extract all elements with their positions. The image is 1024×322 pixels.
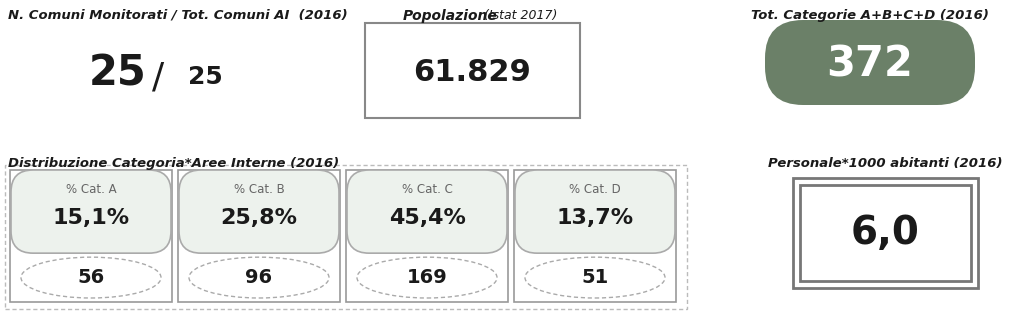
FancyBboxPatch shape [365,23,580,118]
Text: Tot. Categorie A+B+C+D (2016): Tot. Categorie A+B+C+D (2016) [751,9,989,22]
FancyBboxPatch shape [10,170,172,302]
FancyBboxPatch shape [514,170,676,302]
Text: % Cat. A: % Cat. A [66,183,117,196]
FancyBboxPatch shape [515,170,675,253]
Text: 372: 372 [826,43,913,86]
Text: 61.829: 61.829 [414,58,531,87]
Text: 25: 25 [89,52,146,94]
Text: 56: 56 [78,268,104,287]
Text: 13,7%: 13,7% [556,208,634,228]
Text: 169: 169 [407,268,447,287]
FancyBboxPatch shape [793,178,978,288]
Text: N. Comuni Monitorati / Tot. Comuni AI  (2016): N. Comuni Monitorati / Tot. Comuni AI (2… [8,8,348,21]
Text: /: / [152,60,164,94]
FancyBboxPatch shape [347,170,507,253]
Ellipse shape [357,257,497,298]
FancyBboxPatch shape [179,170,339,253]
Text: 25: 25 [188,65,223,89]
Text: 25,8%: 25,8% [220,208,298,228]
FancyBboxPatch shape [765,20,975,105]
Ellipse shape [22,257,161,298]
FancyBboxPatch shape [346,170,508,302]
FancyBboxPatch shape [800,185,971,281]
Ellipse shape [189,257,329,298]
Text: 45,4%: 45,4% [388,208,466,228]
Text: % Cat. B: % Cat. B [233,183,285,196]
FancyBboxPatch shape [5,165,687,309]
Text: Popolazione: Popolazione [403,9,498,23]
Text: Distribuzione Categoria*Aree Interne (2016): Distribuzione Categoria*Aree Interne (20… [8,157,339,170]
Text: % Cat. C: % Cat. C [401,183,453,196]
Text: % Cat. D: % Cat. D [569,183,621,196]
FancyBboxPatch shape [11,170,171,253]
Ellipse shape [525,257,665,298]
Text: 15,1%: 15,1% [52,208,130,228]
Text: (Istat 2017): (Istat 2017) [483,9,557,22]
Text: 96: 96 [246,268,272,287]
Text: 6,0: 6,0 [851,214,920,252]
Text: Personale*1000 abitanti (2016): Personale*1000 abitanti (2016) [768,157,1002,170]
Text: 51: 51 [582,268,608,287]
FancyBboxPatch shape [178,170,340,302]
